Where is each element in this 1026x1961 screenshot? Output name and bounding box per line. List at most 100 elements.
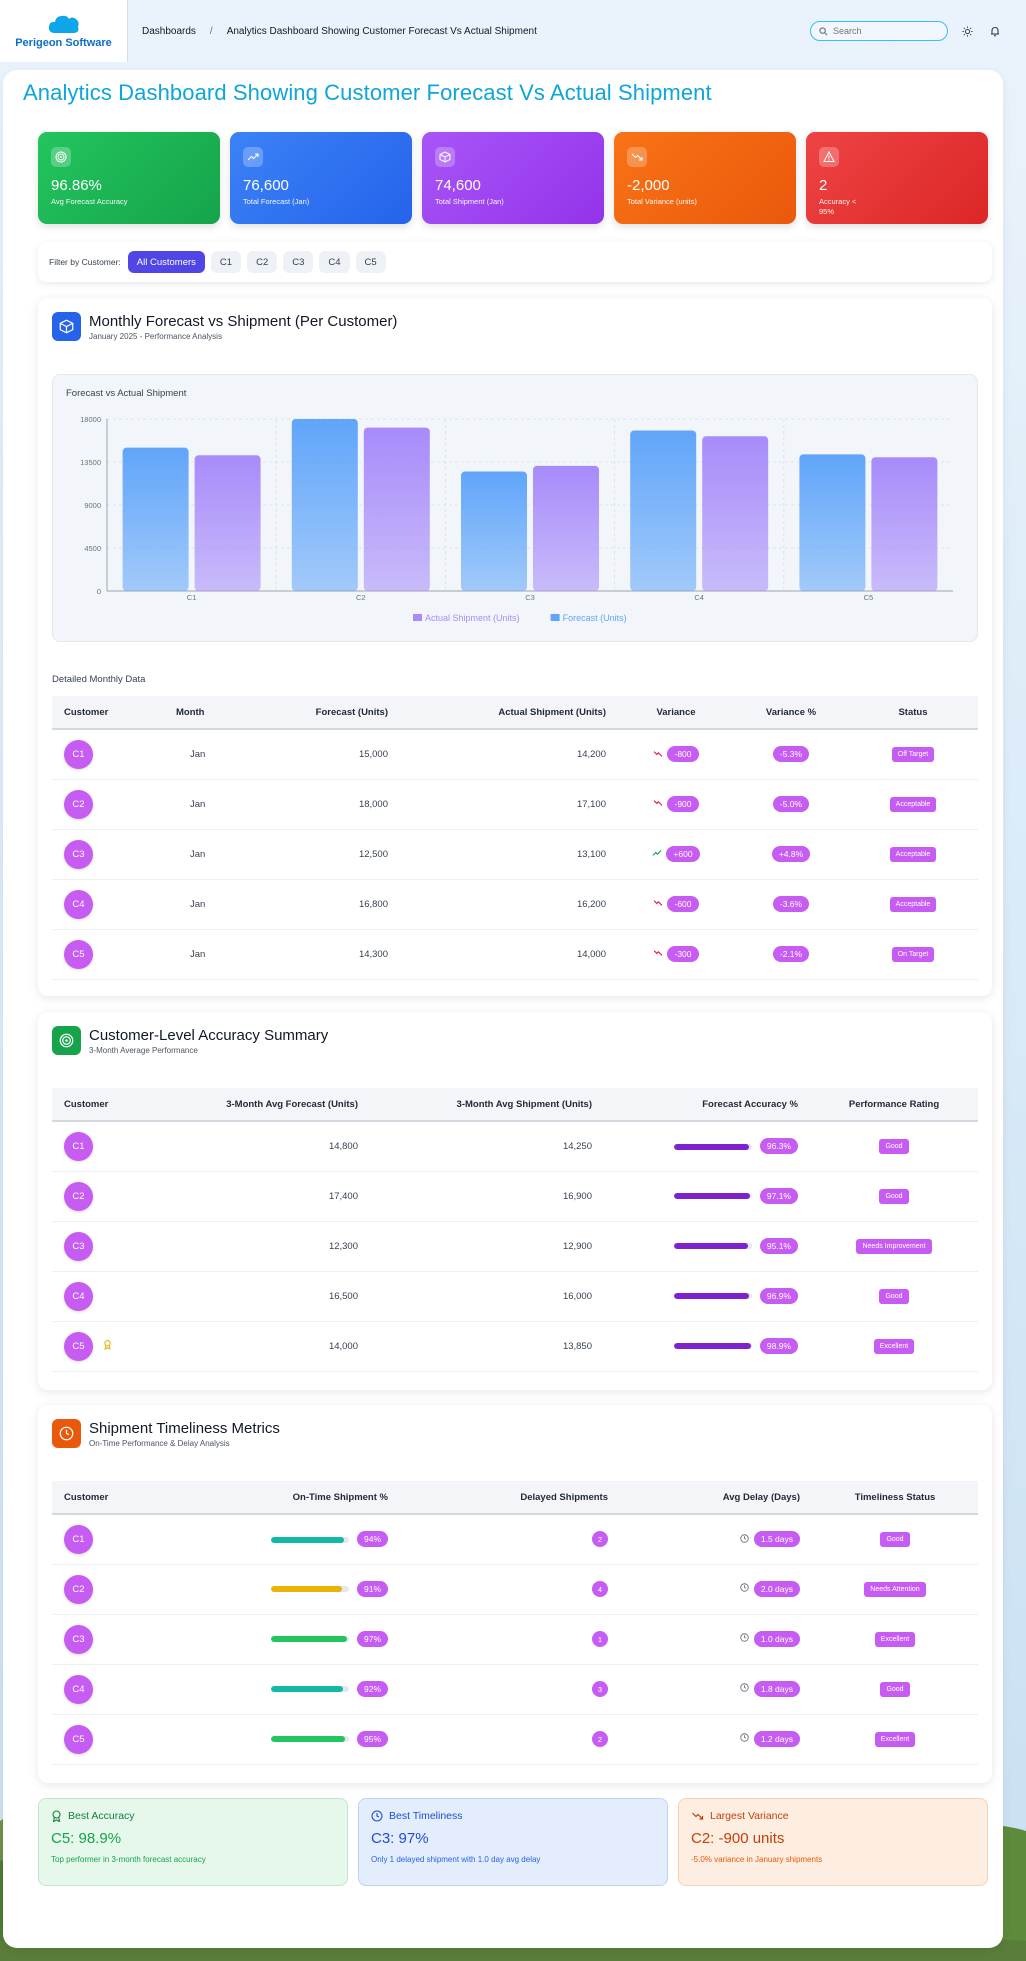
table-row[interactable]: C4 16,500 16,000 96.9% Good (52, 1271, 978, 1321)
avg-forecast-cell: 12,300 (328, 1240, 358, 1252)
filter-c3-button[interactable]: C3 (283, 251, 314, 273)
bar-c2-forecast[interactable] (291, 419, 358, 591)
card-subtitle: January 2025 - Performance Analysis (89, 331, 222, 341)
filter-c4-button[interactable]: C4 (319, 251, 350, 273)
trending-up-icon (652, 849, 662, 859)
month-cell: Jan (190, 748, 206, 760)
accuracy-pill: 96.9% (759, 1288, 798, 1304)
kpi-card-total-variance: -2,000 Total Variance (units) (614, 132, 796, 224)
bar-c1-forecast[interactable] (122, 447, 189, 591)
kpi-label: Total Forecast (Jan) (243, 197, 310, 206)
table-row[interactable]: C2 91% 4 2.0 days Needs Attention (52, 1564, 978, 1614)
brand-logo[interactable]: Perigeon Software (0, 0, 128, 62)
column-header: Performance Rating (848, 1098, 940, 1110)
month-cell: Jan (190, 948, 206, 960)
ontime-pill: 92% (356, 1681, 388, 1697)
filter-c5-button[interactable]: C5 (355, 251, 386, 273)
table-row[interactable]: C5 95% 2 1.2 days Excellent (52, 1714, 978, 1764)
delayed-count: 2 (592, 1531, 608, 1548)
variance-pct-pill: -5.0% (772, 796, 810, 812)
kpi-row: 96.86% Avg Forecast Accuracy 76,600 Tota… (38, 132, 988, 224)
column-header: 3-Month Avg Forecast (Units) (226, 1098, 358, 1110)
breadcrumb-separator: / (209, 25, 213, 37)
bar-c1-actual[interactable] (194, 455, 261, 591)
customer-avatar: C3 (64, 839, 93, 869)
best-accuracy-card: Best Accuracy C5: 98.9% Top performer in… (38, 1798, 348, 1886)
bar-c2-actual[interactable] (363, 427, 430, 591)
kpi-card-accuracy: 96.86% Avg Forecast Accuracy (38, 132, 220, 224)
column-header: Forecast (Units) (315, 706, 388, 718)
timeliness-card: Shipment Timeliness Metrics On-Time Perf… (38, 1405, 992, 1783)
card-title: Shipment Timeliness Metrics (89, 1419, 280, 1437)
avg-shipment-cell: 16,000 (562, 1290, 592, 1302)
accuracy-summary-card: Customer-Level Accuracy Summary 3-Month … (38, 1012, 992, 1390)
forecast-cell: 16,800 (358, 898, 388, 910)
accuracy-bar (673, 1193, 752, 1200)
customer-avatar: C5 (64, 1331, 93, 1361)
table-row[interactable]: C3 97% 1 1.0 days Excellent (52, 1614, 978, 1664)
ontime-bar (270, 1586, 349, 1593)
search-input[interactable] (833, 26, 933, 36)
bar-c4-actual[interactable] (702, 436, 769, 591)
accuracy-bar (673, 1293, 752, 1300)
summary-value: C3: 97% (371, 1830, 429, 1847)
timeliness-badge: Good (880, 1681, 910, 1697)
clock-icon (740, 1683, 749, 1695)
table-row[interactable]: C5 Jan 14,300 14,000 -300 -2.1% On Target (52, 929, 978, 979)
filter-c2-button[interactable]: C2 (247, 251, 278, 273)
trending-up-icon (243, 147, 263, 167)
award-icon (52, 1810, 61, 1822)
bar-c4-forecast[interactable] (630, 430, 697, 591)
ontime-bar (270, 1536, 349, 1543)
bar-c5-actual[interactable] (871, 457, 938, 591)
filter-all-customers-button[interactable]: All Customers (127, 251, 205, 273)
breadcrumb-current: Analytics Dashboard Showing Customer For… (226, 25, 537, 37)
theme-toggle-button[interactable] (958, 22, 976, 40)
rating-badge: Excellent (873, 1338, 915, 1354)
variance-pill: +600 (666, 846, 700, 862)
kpi-label: Total Shipment (Jan) (435, 197, 504, 206)
table-row[interactable]: C1 94% 2 1.5 days Good (52, 1514, 978, 1564)
table-row[interactable]: C1 Jan 15,000 14,200 -800 -5.3% Off Target (52, 729, 978, 779)
summary-title: Best Timeliness (389, 1810, 463, 1822)
actual-cell: 14,200 (576, 748, 606, 760)
ontime-bar (270, 1686, 349, 1693)
bar-c5-forecast[interactable] (799, 454, 866, 591)
delayed-count: 1 (592, 1631, 608, 1647)
delayed-count: 3 (592, 1681, 608, 1697)
table-row[interactable]: C2 Jan 18,000 17,100 -900 -5.0% Acceptable (52, 779, 978, 829)
award-icon (103, 1340, 112, 1353)
rating-badge: Good (879, 1138, 909, 1154)
table-row[interactable]: C1 14,800 14,250 96.3% Good (52, 1121, 978, 1171)
summary-value: C5: 98.9% (51, 1830, 122, 1847)
bar-c3-forecast[interactable] (461, 471, 527, 591)
accuracy-pill: 96.3% (759, 1138, 798, 1155)
trending-down-icon (653, 949, 663, 959)
table-row[interactable]: C4 Jan 16,800 16,200 -600 -3.6% Acceptable (52, 879, 978, 929)
trending-down-icon (653, 899, 663, 909)
clock-icon (52, 1419, 81, 1448)
ontime-bar (270, 1736, 349, 1743)
filter-c1-button[interactable]: C1 (210, 251, 242, 273)
legend-label[interactable]: Forecast (Units) (563, 613, 627, 623)
search-box[interactable] (810, 21, 948, 41)
kpi-value: -2,000 (627, 177, 670, 194)
column-header: Avg Delay (Days) (722, 1491, 800, 1503)
legend-label[interactable]: Actual Shipment (Units) (425, 613, 520, 623)
notifications-button[interactable] (986, 22, 1004, 40)
best-timeliness-card: Best Timeliness C3: 97% Only 1 delayed s… (358, 1798, 668, 1886)
kpi-value: 74,600 (435, 177, 481, 194)
breadcrumb-root[interactable]: Dashboards (142, 25, 196, 37)
table-row[interactable]: C3 12,300 12,900 95.1% Needs Improvement (52, 1221, 978, 1271)
table-row[interactable]: C4 92% 3 1.8 days Good (52, 1664, 978, 1714)
accuracy-bar (673, 1243, 752, 1250)
table-row[interactable]: C2 17,400 16,900 97.1% Good (52, 1171, 978, 1221)
table-header-row: Customer 3-Month Avg Forecast (Units) 3-… (52, 1088, 978, 1121)
table-row[interactable]: C5 14,000 13,850 98.9% Excellent (52, 1321, 978, 1371)
bar-c3-actual[interactable] (533, 465, 599, 591)
rating-badge: Good (879, 1288, 909, 1304)
top-bar: Perigeon Software Dashboards / Analytics… (0, 0, 1026, 62)
table-row[interactable]: C3 Jan 12,500 13,100 +600 +4.8% Acceptable (52, 829, 978, 879)
cloud-logo-icon (48, 15, 79, 34)
largest-variance-card: Largest Variance C2: -900 units -5.0% va… (678, 1798, 988, 1886)
